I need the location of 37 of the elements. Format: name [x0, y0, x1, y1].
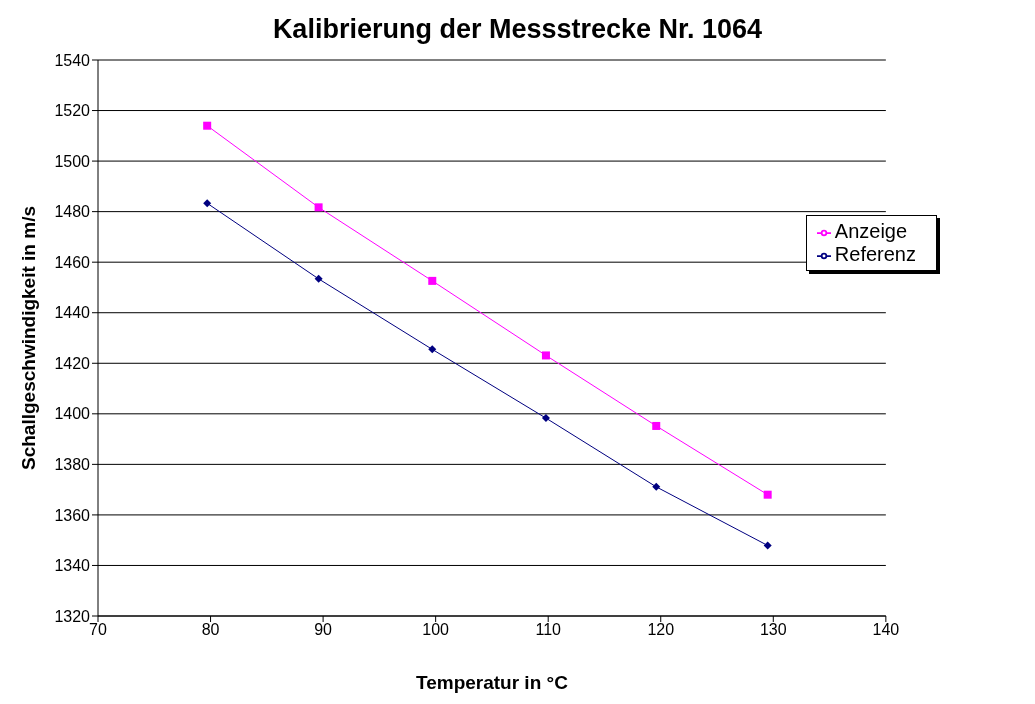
- x-axis-title: Temperatur in °C: [415, 672, 569, 694]
- y-tick-label: 1440: [54, 304, 91, 322]
- point: [763, 541, 772, 550]
- point: [652, 482, 661, 491]
- x-tick-label: 100: [422, 621, 450, 639]
- y-tick-label: 1480: [54, 203, 91, 221]
- y-tick-label: 1360: [54, 506, 91, 524]
- y-tick-label: 1400: [54, 405, 91, 423]
- x-tick-label: 110: [535, 621, 562, 639]
- point: [763, 490, 772, 499]
- x-tick-label: 130: [759, 621, 787, 639]
- x-tick-label: 90: [314, 621, 333, 639]
- legend-label: Anzeige: [834, 220, 908, 242]
- x-tick-label: 80: [201, 621, 220, 639]
- y-tick-label: 1500: [54, 152, 91, 170]
- point: [541, 351, 550, 360]
- y-tick-label: 1380: [54, 456, 91, 474]
- legend-label: Referenz: [834, 243, 916, 265]
- point: [541, 414, 550, 423]
- point: [314, 203, 323, 212]
- point: [652, 421, 661, 430]
- y-tick-label: 1520: [54, 102, 91, 120]
- y-tick-label: 1540: [54, 51, 91, 69]
- x-tick-label: 120: [647, 621, 675, 639]
- point: [203, 199, 212, 208]
- point: [428, 276, 437, 285]
- y-tick-label: 1460: [54, 253, 91, 271]
- x-tick-label: 70: [89, 621, 107, 639]
- y-axis-title: Schallgeschwindigkeit in m/s: [17, 206, 39, 470]
- y-tick-label: 1420: [54, 354, 91, 372]
- point: [428, 345, 437, 354]
- y-tick-label: 1320: [54, 607, 91, 625]
- point: [314, 274, 323, 283]
- y-tick-label: 1340: [54, 557, 91, 575]
- chart-title: Kalibrierung der Messstrecke Nr. 1064: [271, 13, 764, 46]
- x-tick-label: 140: [872, 621, 900, 639]
- point: [203, 121, 212, 130]
